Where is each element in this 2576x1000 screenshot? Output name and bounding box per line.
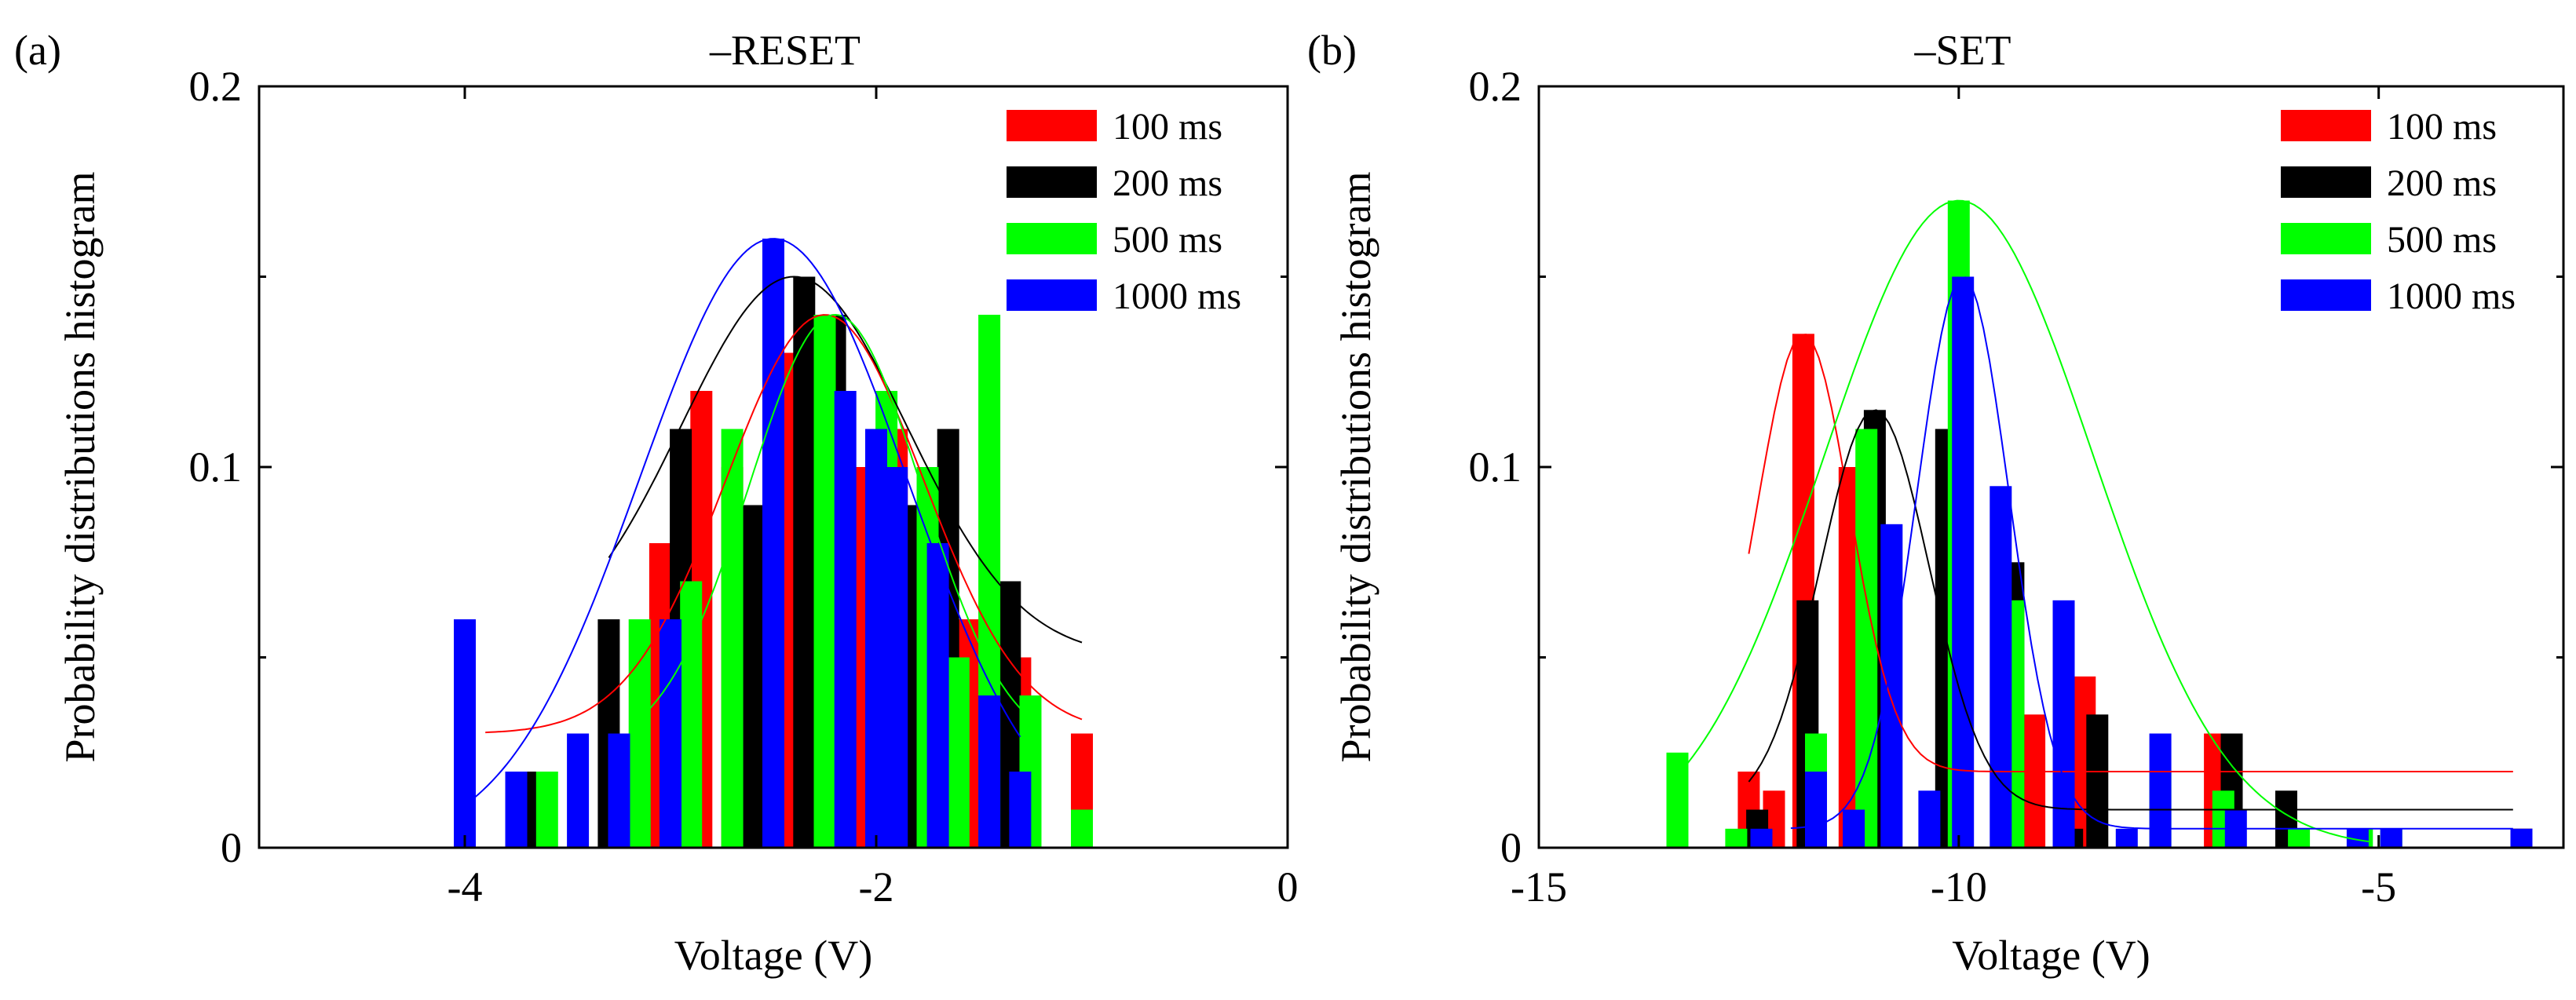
panel-title: –SET: [1913, 27, 2011, 74]
histogram-bar: [1952, 276, 1975, 848]
histogram-bar: [2510, 828, 2533, 849]
histogram-bar: [1009, 772, 1032, 848]
histogram-bar: [660, 619, 681, 848]
fit-curves: [1681, 199, 2513, 843]
legend-swatch: [2281, 279, 2371, 311]
legend-swatch: [2281, 223, 2371, 254]
legend-swatch: [1007, 279, 1097, 311]
fit-curve: [1681, 199, 2371, 843]
x-tick-label: -10: [1931, 863, 1987, 911]
histogram-bar: [1880, 524, 1903, 849]
histogram-bar: [2380, 828, 2402, 849]
fit-curve: [485, 314, 1083, 734]
y-tick-label: 0.1: [189, 443, 243, 491]
fit-curve: [608, 276, 1083, 644]
fit-curve: [1748, 409, 2513, 811]
x-tick-label: -5: [2361, 863, 2396, 911]
y-axis-title: Probability distributions histogram: [1332, 172, 1379, 763]
legend-label: 100 ms: [1113, 106, 1222, 148]
histogram-bar: [608, 733, 630, 848]
histogram-bar: [2149, 733, 2172, 848]
legend-label: 500 ms: [1113, 219, 1222, 261]
fit-curve: [1748, 334, 2513, 772]
x-axis-title: Voltage (V): [674, 932, 872, 979]
panel-set: (b) –SET 0 0.1 0.2 -15 -10 -5 100 ms 200 ms 500…: [1307, 27, 2565, 979]
histogram-bar: [2115, 828, 2138, 849]
histogram-bar: [2086, 714, 2109, 849]
fit-curve: [464, 238, 1021, 806]
histogram-bar: [567, 733, 590, 848]
legend-swatch: [1007, 223, 1097, 254]
histogram-bar: [1843, 809, 1865, 848]
x-tick-label: -15: [1511, 863, 1567, 911]
histogram-bar: [505, 772, 528, 848]
y-tick-label: 0.2: [1469, 63, 1522, 110]
histogram-bar: [1666, 752, 1689, 849]
axes: 0 0.1 0.2 -4 -2 0: [189, 63, 1299, 911]
legend-label: 100 ms: [2387, 106, 2497, 148]
legend-label: 500 ms: [2387, 219, 2497, 261]
fit-curve: [649, 313, 1042, 728]
histogram-bar: [2023, 714, 2046, 849]
histogram-bar: [793, 276, 816, 848]
histogram-bars: [454, 239, 1093, 848]
legend-swatch: [1007, 166, 1097, 198]
histogram-bar: [762, 239, 784, 848]
legend-label: 200 ms: [1113, 162, 1222, 204]
histogram-bar: [741, 505, 764, 848]
histogram-bar: [680, 581, 703, 848]
legend-swatch: [1007, 110, 1097, 141]
x-tick-label: 0: [1277, 863, 1299, 911]
panel-tag: (a): [14, 27, 61, 74]
histogram-bar: [1725, 828, 1748, 849]
histogram-bar: [535, 772, 558, 848]
legend: 100 ms 200 ms 500 ms 1000 ms: [2281, 106, 2516, 317]
x-tick-label: -2: [859, 863, 894, 911]
legend: 100 ms 200 ms 500 ms 1000 ms: [1007, 106, 1241, 317]
histogram-bar: [865, 429, 887, 848]
panel-title: –RESET: [709, 27, 860, 74]
histogram-bar: [1750, 828, 1773, 849]
histogram-bar: [813, 315, 836, 848]
histogram-bar: [1918, 790, 1941, 849]
panel-reset: (a) –RESET 0 0.1 0.2 -4 -2 0 100 ms 200 ms 500 …: [14, 27, 1299, 979]
legend-label: 200 ms: [2387, 162, 2497, 204]
histogram-bar: [886, 467, 908, 848]
histogram-bar: [2288, 828, 2311, 849]
x-axis-title: Voltage (V): [1952, 932, 2150, 979]
y-axis-title: Probability distributions histogram: [57, 172, 104, 763]
histogram-bar: [1805, 772, 1827, 848]
histogram-bar: [947, 657, 970, 848]
histogram-bar: [978, 695, 1001, 848]
histogram-bar: [1071, 809, 1093, 848]
fit-curves: [464, 238, 1083, 806]
histogram-bar: [721, 429, 744, 848]
y-tick-label: 0.1: [1469, 443, 1522, 491]
legend-swatch: [2281, 110, 2371, 141]
histogram-bar: [2052, 600, 2075, 849]
legend-label: 1000 ms: [2387, 276, 2516, 317]
legend-swatch: [2281, 166, 2371, 198]
histogram-bar: [926, 543, 949, 848]
axes: 0 0.1 0.2 -15 -10 -5: [1469, 63, 2565, 911]
histogram-bar: [454, 619, 476, 848]
histogram-bar: [1990, 486, 2012, 849]
y-tick-label: 0: [1500, 824, 1522, 871]
histogram-bar: [1855, 429, 1878, 848]
histogram-bar: [834, 391, 857, 848]
legend-label: 1000 ms: [1113, 276, 1241, 317]
y-tick-label: 0.2: [189, 63, 243, 110]
x-tick-label: -4: [448, 863, 483, 911]
panel-tag: (b): [1307, 27, 1357, 74]
fit-curve: [1790, 276, 2513, 830]
histogram-bar: [628, 619, 651, 848]
y-tick-label: 0: [221, 824, 242, 871]
